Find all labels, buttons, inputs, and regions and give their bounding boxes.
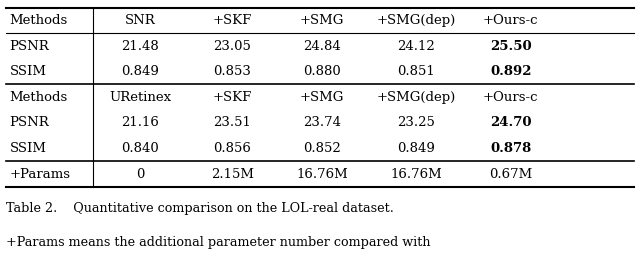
Text: 2.15M: 2.15M bbox=[211, 168, 254, 180]
Text: SSIM: SSIM bbox=[10, 65, 47, 78]
Text: Table 2.    Quantitative comparison on the LOL-real dataset.: Table 2. Quantitative comparison on the … bbox=[6, 202, 394, 215]
Text: 25.50: 25.50 bbox=[490, 40, 532, 52]
Text: +SKF: +SKF bbox=[212, 91, 252, 104]
Text: 0.849: 0.849 bbox=[397, 142, 435, 155]
Text: +Params: +Params bbox=[10, 168, 70, 180]
Text: +Ours-c: +Ours-c bbox=[483, 91, 538, 104]
Text: 0.856: 0.856 bbox=[213, 142, 252, 155]
Text: 0.67M: 0.67M bbox=[489, 168, 532, 180]
Text: PSNR: PSNR bbox=[10, 40, 49, 52]
Text: +Ours-c: +Ours-c bbox=[483, 14, 538, 27]
Text: +SMG: +SMG bbox=[300, 91, 344, 104]
Text: 0.878: 0.878 bbox=[490, 142, 531, 155]
Text: Methods: Methods bbox=[10, 14, 68, 27]
Text: 24.12: 24.12 bbox=[397, 40, 435, 52]
Text: 0.852: 0.852 bbox=[303, 142, 340, 155]
Text: 23.05: 23.05 bbox=[213, 40, 252, 52]
Text: 21.16: 21.16 bbox=[121, 116, 159, 129]
Text: 24.84: 24.84 bbox=[303, 40, 340, 52]
Text: 24.70: 24.70 bbox=[490, 116, 531, 129]
Text: +SMG: +SMG bbox=[300, 14, 344, 27]
Text: +SMG(dep): +SMG(dep) bbox=[377, 91, 456, 104]
Text: PSNR: PSNR bbox=[10, 116, 49, 129]
Text: 23.51: 23.51 bbox=[213, 116, 252, 129]
Text: URetinex: URetinex bbox=[109, 91, 172, 104]
Text: 0: 0 bbox=[136, 168, 145, 180]
Text: 0.840: 0.840 bbox=[122, 142, 159, 155]
Text: 0.849: 0.849 bbox=[121, 65, 159, 78]
Text: 16.76M: 16.76M bbox=[296, 168, 348, 180]
Text: 16.76M: 16.76M bbox=[390, 168, 442, 180]
Text: 0.880: 0.880 bbox=[303, 65, 340, 78]
Text: SNR: SNR bbox=[125, 14, 156, 27]
Text: 0.851: 0.851 bbox=[397, 65, 435, 78]
Text: 21.48: 21.48 bbox=[122, 40, 159, 52]
Text: +Params means the additional parameter number compared with: +Params means the additional parameter n… bbox=[6, 236, 431, 249]
Text: 0.892: 0.892 bbox=[490, 65, 531, 78]
Text: Methods: Methods bbox=[10, 91, 68, 104]
Text: 23.25: 23.25 bbox=[397, 116, 435, 129]
Text: SSIM: SSIM bbox=[10, 142, 47, 155]
Text: 23.74: 23.74 bbox=[303, 116, 341, 129]
Text: 0.853: 0.853 bbox=[213, 65, 252, 78]
Text: +SKF: +SKF bbox=[212, 14, 252, 27]
Text: +SMG(dep): +SMG(dep) bbox=[377, 14, 456, 27]
